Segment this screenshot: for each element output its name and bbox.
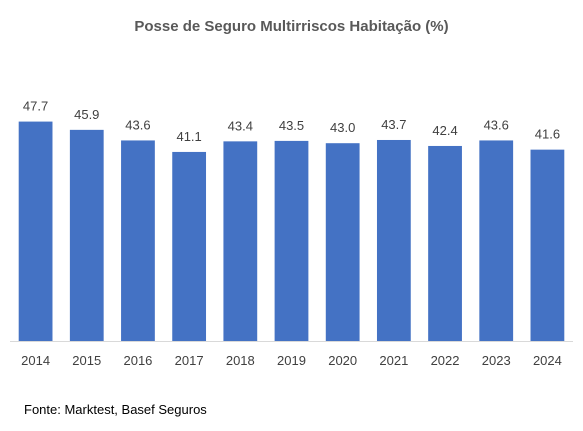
bar-2016 bbox=[121, 140, 155, 341]
chart-title: Posse de Seguro Multirriscos Habitação (… bbox=[134, 18, 449, 35]
bar-2024 bbox=[530, 149, 565, 341]
source-note: Fonte: Marktest, Basef Seguros bbox=[24, 402, 207, 417]
data-label-2018: 43.4 bbox=[228, 118, 253, 133]
x-tick-labels: 2014 2015 2016 2017 2018 2019 2020 2021 2022 2023… bbox=[21, 353, 562, 368]
x-tick-label-2018: 2018 bbox=[226, 353, 255, 368]
data-label-2020: 43.0 bbox=[330, 120, 355, 135]
x-tick-label-2014: 2014 bbox=[21, 353, 50, 368]
bar-2021 bbox=[376, 139, 411, 341]
bar-2020 bbox=[325, 143, 360, 341]
x-tick-label-2024: 2024 bbox=[533, 353, 562, 368]
bar-2022 bbox=[428, 145, 462, 341]
bar-2014 bbox=[18, 121, 53, 341]
data-label-2023: 43.6 bbox=[484, 117, 509, 132]
data-label-2017: 41.1 bbox=[176, 129, 201, 144]
x-tick-label-2023: 2023 bbox=[482, 353, 511, 368]
x-tick-label-2017: 2017 bbox=[175, 353, 204, 368]
bar-2017 bbox=[172, 151, 207, 341]
data-label-2019: 43.5 bbox=[279, 118, 304, 133]
x-tick-label-2015: 2015 bbox=[72, 353, 101, 368]
bar-2023 bbox=[479, 140, 514, 341]
data-labels: 47.7 45.9 43.6 41.1 43.4 43.5 43.0 43.7 42.4 43.6… bbox=[23, 99, 560, 144]
data-label-2014: 47.7 bbox=[23, 99, 48, 114]
data-label-2015: 45.9 bbox=[74, 107, 99, 122]
bar-2015 bbox=[69, 129, 104, 341]
x-tick-label-2016: 2016 bbox=[123, 353, 152, 368]
x-tick-label-2020: 2020 bbox=[328, 353, 357, 368]
data-label-2021: 43.7 bbox=[381, 117, 406, 132]
data-label-2022: 42.4 bbox=[432, 123, 457, 138]
bar-2018 bbox=[223, 141, 258, 341]
bar-2019 bbox=[274, 140, 309, 341]
x-tick-label-2021: 2021 bbox=[379, 353, 408, 368]
x-tick-label-2022: 2022 bbox=[431, 353, 460, 368]
x-tick-label-2019: 2019 bbox=[277, 353, 306, 368]
data-label-2016: 43.6 bbox=[125, 117, 150, 132]
data-label-2024: 41.6 bbox=[535, 127, 560, 142]
bars bbox=[18, 121, 565, 341]
